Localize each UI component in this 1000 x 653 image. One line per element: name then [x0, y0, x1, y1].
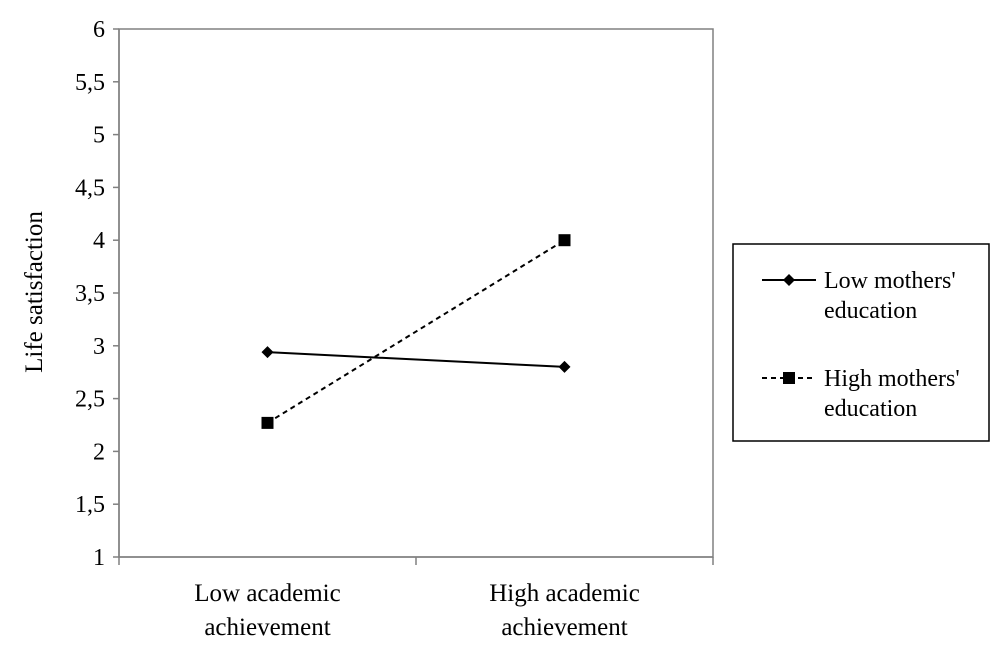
y-tick-label: 3 [93, 334, 105, 360]
legend-box [732, 243, 990, 442]
y-tick-label: 4,5 [75, 175, 105, 201]
y-tick-label: 5 [93, 123, 105, 149]
series-line [267, 351, 565, 368]
y-axis: 1 1,5 2 2,5 3 3,5 4 4,5 5 5,5 6 [75, 17, 120, 571]
legend-label: High mothers' education [824, 366, 960, 422]
legend-item: Low mothers' education [762, 268, 956, 324]
y-tick-label: 5,5 [75, 70, 105, 96]
y-tick-label: 6 [93, 17, 105, 43]
y-tick-label: 3,5 [75, 281, 105, 307]
plot-area [118, 28, 714, 558]
legend-marker [783, 274, 795, 286]
series-line [266, 239, 566, 424]
data-point [558, 360, 571, 373]
y-axis-title: Life satisfaction [21, 211, 48, 373]
series-layer [261, 234, 571, 429]
x-axis: Low academic achievement High academic achi… [118, 556, 714, 641]
y-tick-label: 4 [93, 228, 105, 254]
y-tick-label: 1 [93, 545, 105, 571]
legend-item: High mothers' education [762, 366, 960, 422]
legend-marker [783, 372, 795, 384]
legend: Low mothers' education High mothers' educat… [732, 243, 990, 442]
data-point [558, 234, 571, 247]
y-tick-label: 2,5 [75, 387, 105, 413]
series-1 [261, 346, 571, 373]
data-point [261, 346, 274, 359]
x-category-label: Low academic achievement [194, 580, 340, 641]
x-category-label: High academic achievement [489, 580, 640, 641]
series-2 [261, 234, 571, 429]
y-tick-label: 2 [93, 439, 105, 465]
y-tick-label: 1,5 [75, 492, 105, 518]
data-point [261, 416, 274, 429]
legend-label: Low mothers' education [824, 268, 956, 324]
